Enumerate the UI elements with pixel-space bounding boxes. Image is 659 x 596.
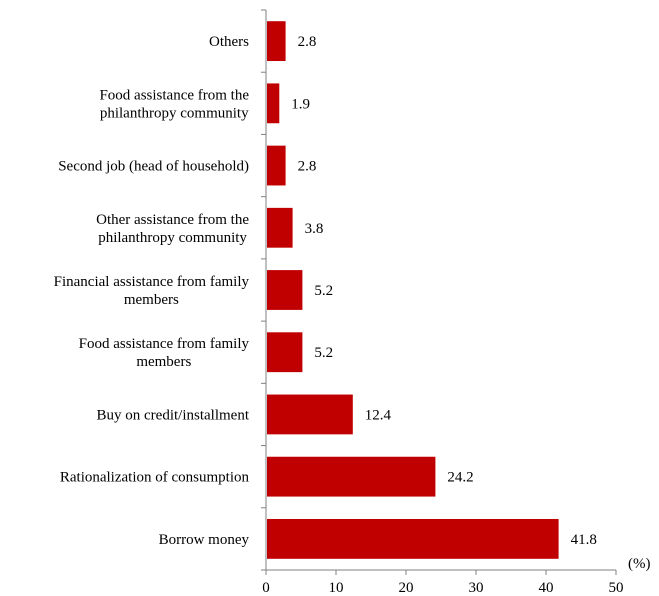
value-label: 24.2 — [447, 470, 473, 486]
value-label: 41.8 — [571, 532, 597, 548]
bar — [267, 456, 436, 497]
bar — [267, 21, 286, 62]
bar — [267, 83, 280, 124]
category-label: Other assistance from the philanthropy co… — [96, 212, 249, 246]
category-label: Financial assistance from family members — [54, 274, 250, 308]
value-label: 5.2 — [314, 345, 333, 361]
category-label: Second job (head of household) — [58, 159, 249, 175]
value-label: 5.2 — [314, 283, 333, 299]
x-tick-label: 50 — [609, 580, 624, 596]
category-label: Buy on credit/installment — [97, 407, 250, 423]
x-tick-label: 0 — [262, 580, 270, 596]
bar — [267, 207, 293, 248]
bar — [267, 270, 303, 310]
x-tick-label: 20 — [399, 580, 414, 596]
bar — [267, 332, 303, 373]
x-tick-label: 10 — [329, 580, 344, 596]
x-tick-label: 30 — [469, 580, 484, 596]
value-label: 2.8 — [298, 159, 317, 175]
x-axis-unit-label: (%) — [628, 556, 651, 572]
x-tick-label: 40 — [539, 580, 554, 596]
category-label: Food assistance from family members — [79, 336, 250, 370]
category-label: Food assistance from the philanthropy com… — [99, 87, 249, 121]
category-label: Rationalization of consumption — [60, 470, 250, 486]
bar — [267, 145, 286, 186]
bar — [267, 394, 353, 435]
category-label: Borrow money — [159, 532, 250, 548]
value-label: 12.4 — [365, 407, 392, 423]
bar — [267, 518, 559, 559]
value-label: 3.8 — [305, 221, 324, 237]
category-label: Others — [209, 34, 249, 50]
value-label: 2.8 — [298, 34, 317, 50]
value-label: 1.9 — [291, 96, 310, 112]
